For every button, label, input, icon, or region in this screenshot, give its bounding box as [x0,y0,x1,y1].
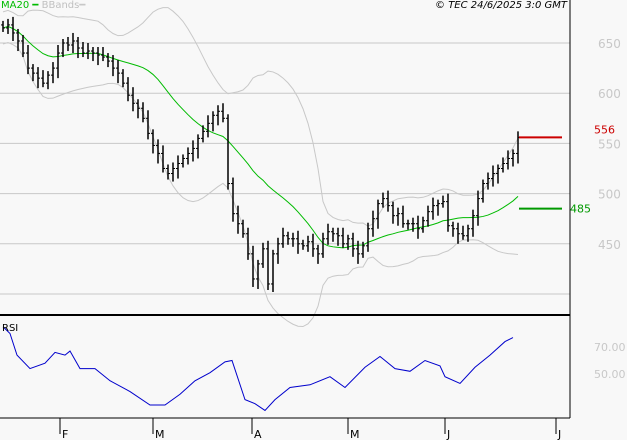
copyright: © TEC 24/6/2025 3:0 GMT [435,0,567,11]
ma20-value-label: 485 [570,203,591,216]
y-tick-label: 500 [598,188,621,202]
value-markers: 556 485 [519,123,615,216]
last-price-label: 556 [594,123,615,136]
rsi-tick-label: 70.00 [594,341,626,354]
month-label: M [350,428,360,440]
y-tick-label: 450 [598,238,621,252]
grid-lines [0,42,570,295]
upper-band [2,7,519,227]
month-label: A [254,428,262,440]
rsi-tick-label: 50.00 [594,368,626,381]
axes [0,0,571,419]
legend-bbands-swatch: ━ [79,0,86,11]
price-bars [1,16,520,292]
rsi-label: RSI [2,323,19,334]
legend-ma20: MA20 [1,0,30,11]
bollinger-bands [2,7,519,328]
month-label: J [557,428,561,440]
y-tick-label: 550 [598,137,621,151]
lower-band [2,41,519,328]
ma20-line [2,25,519,249]
y-tick-label: 650 [598,37,621,51]
ma20-line [2,25,519,249]
month-label: M [155,428,165,440]
rsi-panel [2,326,514,412]
y-tick-label: 600 [598,87,621,101]
legend-bbands: BBands [41,0,80,11]
y-axis-labels: 650 600 550 500 450 70.00 50.00 [594,37,626,381]
month-label: J [446,428,450,440]
legend: MA20 ━ BBands━ [1,0,85,11]
rsi-line [2,326,514,412]
legend-ma20-swatch: ━ [29,0,42,11]
month-label: F [62,428,68,440]
